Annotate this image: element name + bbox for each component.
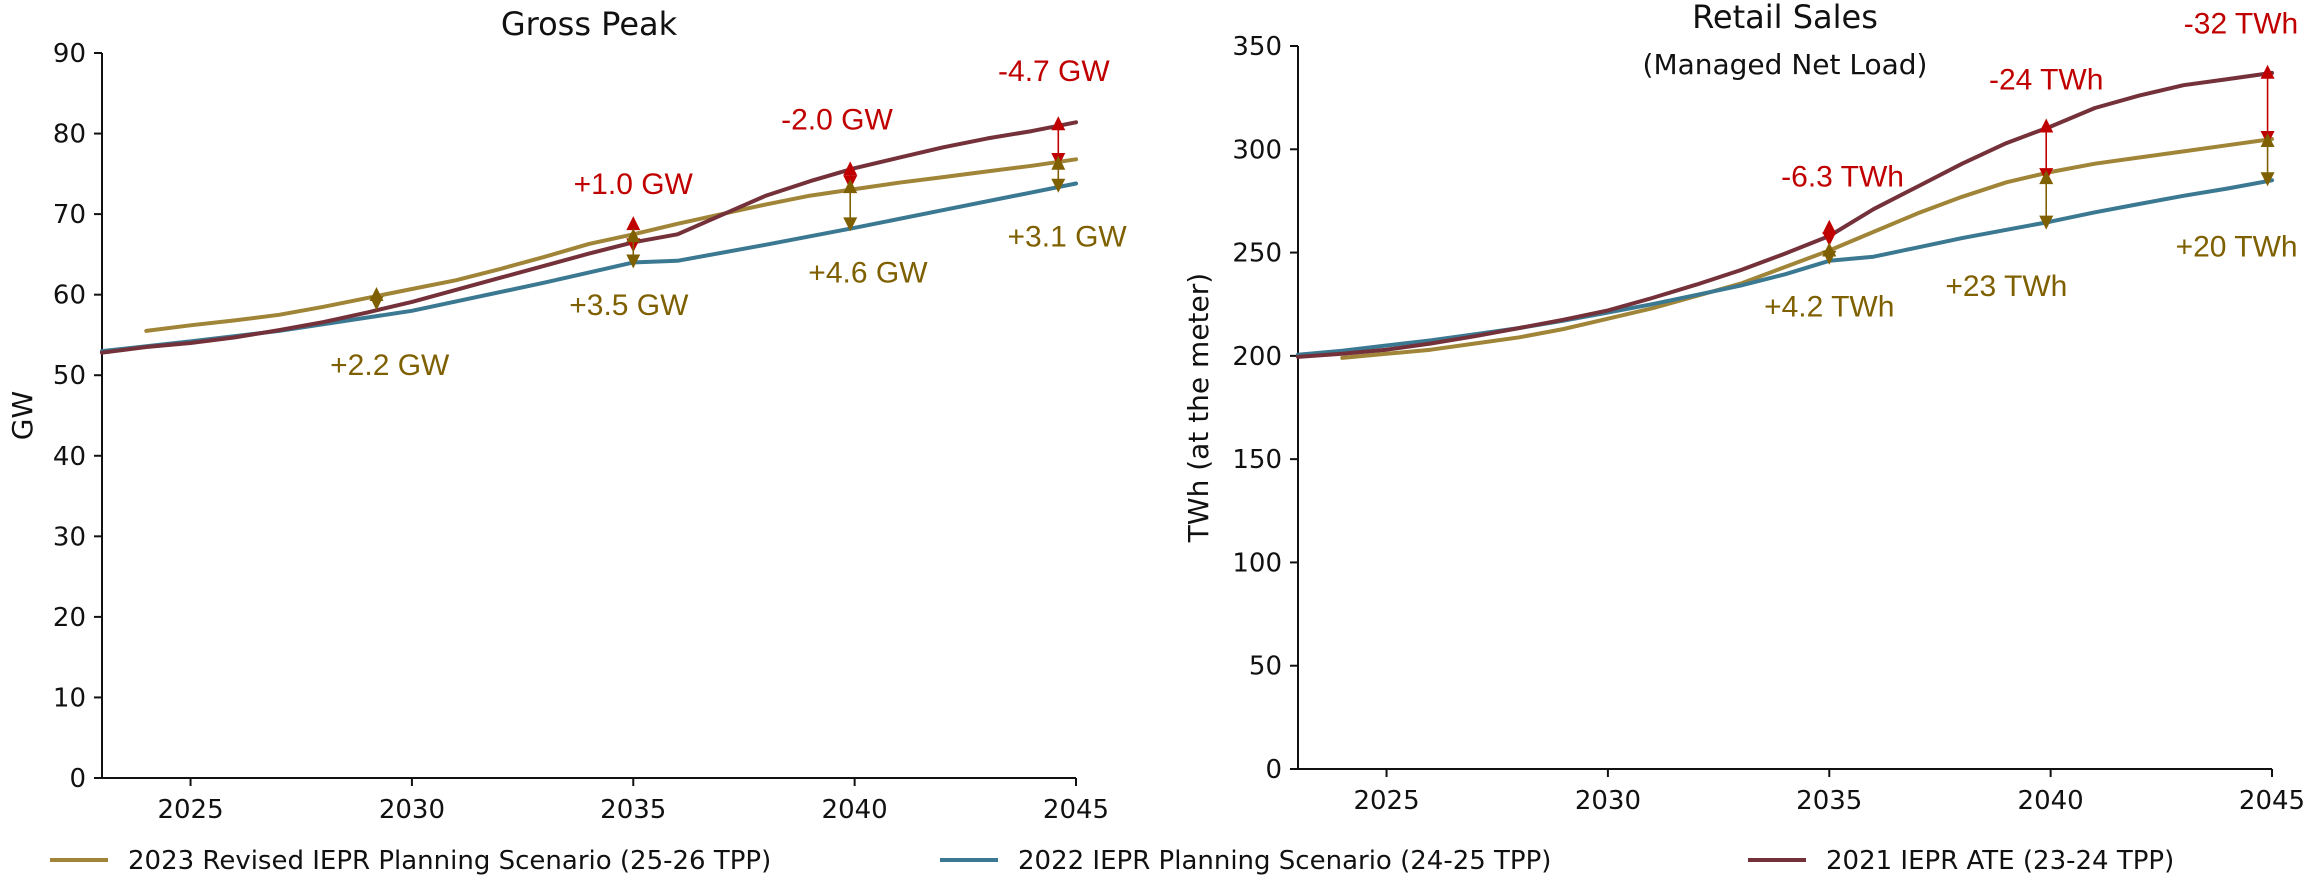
y-tick-label: 350 [1232, 32, 1282, 62]
series-line-s2023 [1340, 137, 2274, 360]
legend-label-s2023: 2023 Revised IEPR Planning Scenario (25-… [128, 846, 771, 875]
x-tick-label: 2025 [157, 795, 223, 825]
annotation-label: -6.3 TWh [1781, 160, 1904, 193]
x-tick-label: 2045 [1043, 795, 1109, 825]
annotation-label: +3.1 GW [1008, 220, 1128, 253]
annotation-arrowhead-down [843, 217, 858, 232]
y-tick-label: 40 [53, 442, 86, 472]
x-tick-label: 2030 [1575, 786, 1641, 816]
series-line-s2023 [144, 157, 1078, 333]
y-tick-label: 0 [1265, 755, 1282, 785]
x-tick-label: 2035 [1796, 786, 1862, 816]
x-tick-label: 2025 [1353, 786, 1419, 816]
annotation-arrowhead-down [369, 296, 384, 311]
retail-sales-panel: 0 50 100 150 200 250 300 350 2025 2030 2035 2040 204… [1182, 0, 2305, 816]
y-tick-label: 0 [69, 764, 86, 794]
y-tick-label: 100 [1232, 548, 1282, 578]
annotation-arrowhead-up [2260, 64, 2275, 79]
annotation-arrowhead-down [2039, 215, 2054, 230]
y-tick-label: 200 [1232, 342, 1282, 372]
series-line-s2022 [1296, 178, 2274, 357]
y-tick-label: 70 [53, 200, 86, 230]
chart-title: Retail Sales [1692, 0, 1878, 36]
y-tick-label: 30 [53, 522, 86, 552]
annotation-arrowhead-down [626, 254, 641, 269]
annotation-label: -32 TWh [2184, 8, 2298, 41]
annotation-arrowhead-up [626, 228, 641, 243]
annotation-label: -2.0 GW [781, 104, 893, 137]
annotation-arrowhead-up [1051, 155, 1066, 170]
y-tick-label: 90 [53, 39, 86, 69]
y-tick-label: 60 [53, 281, 86, 311]
annotation-arrowhead-up [1051, 116, 1066, 131]
annotation-label: +20 TWh [2176, 231, 2298, 264]
annotation-arrowhead-down [1051, 178, 1066, 193]
annotation-arrowhead-up [843, 179, 858, 194]
annotation-label: +4.2 TWh [1764, 291, 1894, 324]
annotation-label: -4.7 GW [998, 55, 1110, 88]
x-tick-label: 2040 [822, 795, 888, 825]
annotation-arrowhead-up [2039, 118, 2054, 133]
annotation-arrowhead-down [1822, 232, 1837, 247]
y-tick-label: 150 [1232, 445, 1282, 475]
y-tick-label: 250 [1232, 239, 1282, 269]
annotation-arrowhead-up [843, 161, 858, 176]
annotation-arrowhead-up [1822, 219, 1837, 234]
annotation-arrowhead-down [1822, 250, 1837, 265]
y-tick-label: 300 [1232, 135, 1282, 165]
series-line-s2022 [100, 181, 1078, 354]
x-tick-label: 2040 [2018, 786, 2084, 816]
chart-subtitle: (Managed Net Load) [1643, 48, 1928, 81]
y-axis-label: TWh (at the meter) [1182, 273, 1215, 543]
chart-title: Gross Peak [501, 5, 678, 43]
annotation-label: +3.5 GW [569, 289, 689, 322]
annotation-label: +23 TWh [1945, 270, 2067, 303]
x-tick-label: 2030 [379, 795, 445, 825]
legend: 2023 Revised IEPR Planning Scenario (25-… [50, 846, 2174, 876]
y-tick-label: 80 [53, 120, 86, 150]
y-tick-label: 50 [1249, 652, 1282, 682]
x-tick-label: 2035 [600, 795, 666, 825]
y-tick-label: 20 [53, 603, 86, 633]
y-tick-label: 50 [53, 361, 86, 391]
legend-label-s2022: 2022 IEPR Planning Scenario (24-25 TPP) [1018, 846, 1551, 875]
y-tick-label: 10 [53, 683, 86, 713]
annotation-arrowhead-down [2260, 172, 2275, 187]
annotation-label: -24 TWh [1989, 63, 2103, 96]
series-line-s2021 [100, 120, 1078, 355]
annotation-label: +4.6 GW [808, 257, 928, 290]
annotation-arrowhead-up [2260, 132, 2275, 147]
annotation-arrowhead-up [2039, 170, 2054, 185]
y-axis-label: GW [6, 391, 39, 440]
x-tick-label: 2045 [2239, 786, 2305, 816]
annotation-label: +1.0 GW [574, 168, 694, 201]
legend-label-s2021: 2021 IEPR ATE (23-24 TPP) [1826, 846, 2174, 875]
annotation-arrowhead-up [626, 216, 641, 231]
annotation-label: +2.2 GW [330, 349, 450, 382]
series-line-s2021 [1296, 70, 2274, 359]
